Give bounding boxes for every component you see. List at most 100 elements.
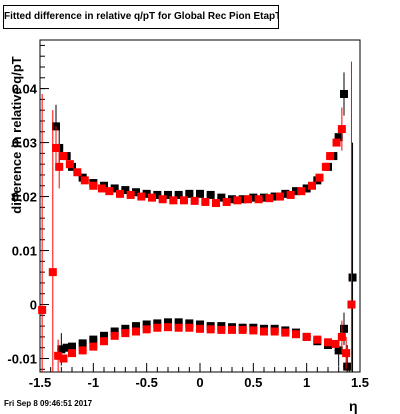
black-point <box>270 192 279 201</box>
red-point <box>164 323 172 332</box>
red-point <box>244 195 252 204</box>
black-point <box>89 335 98 344</box>
red-point <box>201 197 210 206</box>
red-point <box>55 162 64 171</box>
red-point <box>116 189 124 198</box>
x-tick-label: -1 <box>88 375 100 390</box>
red-point <box>228 325 236 334</box>
black-point <box>217 193 226 202</box>
red-point <box>331 339 340 348</box>
red-point <box>73 168 82 177</box>
red-point <box>97 184 106 193</box>
red-point <box>324 338 332 347</box>
black-point <box>206 190 215 199</box>
x-tick-label: -0.5 <box>135 375 157 390</box>
red-point <box>326 152 335 161</box>
red-point <box>48 268 57 277</box>
red-point <box>337 332 346 341</box>
black-point <box>110 327 119 336</box>
red-point <box>169 196 178 205</box>
red-point <box>315 173 324 182</box>
red-point <box>174 323 183 332</box>
red-point <box>52 143 60 152</box>
red-point <box>206 325 215 334</box>
black-point <box>174 318 183 327</box>
red-point <box>132 327 140 336</box>
red-point <box>110 331 119 340</box>
x-tick-label: 0.5 <box>244 375 262 390</box>
red-point <box>308 181 316 190</box>
black-point <box>174 190 183 199</box>
red-point <box>100 337 108 346</box>
red-point <box>78 346 87 355</box>
black-point <box>334 133 343 142</box>
black-point <box>185 319 194 328</box>
black-point <box>132 322 140 331</box>
red-point <box>153 323 162 332</box>
y-tick-label: -0.01 <box>7 352 37 367</box>
red-point <box>190 196 199 205</box>
red-point <box>292 330 300 339</box>
y-tick-label: 0 <box>30 298 37 313</box>
x-tick-label: -1.5 <box>29 375 51 390</box>
black-point <box>100 331 108 340</box>
red-point <box>233 196 242 205</box>
black-point <box>164 318 172 327</box>
black-point <box>142 189 151 198</box>
black-point <box>340 324 348 333</box>
black-point <box>260 193 268 202</box>
black-point <box>164 190 172 199</box>
red-point <box>302 332 311 341</box>
red-point <box>342 349 351 358</box>
red-point <box>276 192 284 201</box>
black-point <box>132 188 140 197</box>
y-tick-label: 0.02 <box>12 190 37 205</box>
red-point <box>148 193 156 202</box>
timestamp: Fri Sep 8 09:46:51 2017 <box>4 399 93 408</box>
red-point <box>38 305 47 314</box>
black-point <box>121 324 130 333</box>
black-point <box>343 362 352 371</box>
black-point <box>153 190 162 199</box>
red-point <box>89 181 98 190</box>
black-point <box>228 195 236 204</box>
black-point <box>68 342 76 351</box>
red-point <box>65 160 74 169</box>
red-point <box>337 125 346 134</box>
red-point <box>321 162 330 171</box>
red-point <box>180 196 188 205</box>
red-point <box>80 176 89 185</box>
x-tick-label: 1.5 <box>351 375 369 390</box>
red-point <box>286 190 295 199</box>
black-point <box>334 346 343 355</box>
black-point <box>292 187 300 196</box>
red-point <box>212 199 220 208</box>
red-point <box>158 195 167 204</box>
red-point <box>59 354 68 363</box>
black-point <box>78 339 87 348</box>
black-point <box>121 186 130 195</box>
red-point <box>59 152 68 161</box>
red-point <box>254 195 263 204</box>
red-point <box>126 190 135 199</box>
black-point <box>238 195 247 204</box>
red-point <box>105 187 114 196</box>
red-point <box>121 329 130 338</box>
red-point <box>332 138 341 147</box>
black-point <box>153 319 162 328</box>
x-tick-label: 1 <box>303 375 310 390</box>
red-point <box>54 351 63 360</box>
black-point <box>196 320 204 329</box>
red-point <box>347 300 356 309</box>
red-point <box>185 323 194 332</box>
black-point <box>249 193 258 202</box>
x-axis-label: η <box>349 398 358 414</box>
red-point <box>238 325 247 334</box>
black-point <box>281 189 290 198</box>
black-point <box>142 320 151 329</box>
black-point <box>348 273 357 282</box>
red-point <box>142 325 151 334</box>
red-point <box>313 335 322 344</box>
black-point <box>302 184 311 193</box>
